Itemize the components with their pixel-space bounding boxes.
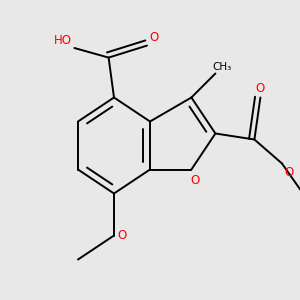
Text: O: O [118, 229, 127, 242]
Text: O: O [190, 173, 200, 187]
Text: O: O [284, 166, 294, 179]
Text: CH₃: CH₃ [212, 62, 232, 72]
Text: O: O [149, 31, 159, 44]
Text: HO: HO [54, 34, 72, 46]
Text: O: O [256, 82, 265, 95]
